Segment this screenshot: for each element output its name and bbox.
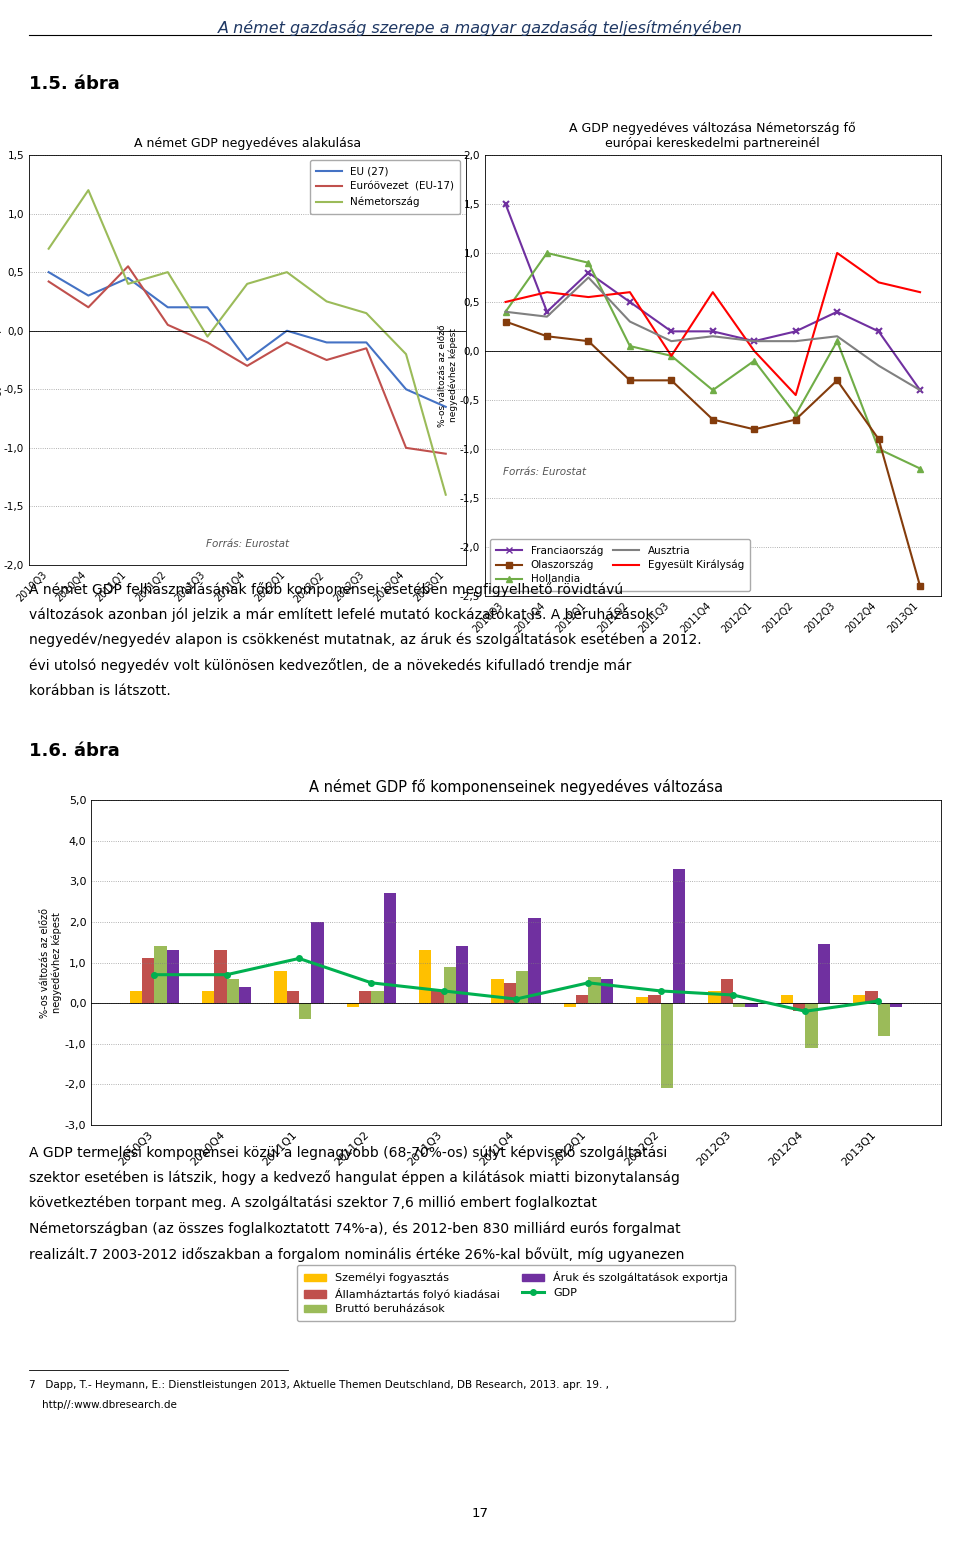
Bar xyxy=(420,950,431,1003)
Text: korábban is látszott.: korábban is látszott. xyxy=(29,684,171,698)
Bar xyxy=(780,995,793,1003)
Bar xyxy=(853,995,865,1003)
Bar xyxy=(456,946,468,1003)
Title: A német GDP negyedéves alakulása: A német GDP negyedéves alakulása xyxy=(133,136,361,150)
Bar xyxy=(444,967,456,1003)
Title: A GDP negyedéves változása Németország fő
európai kereskedelmi partnereinél: A GDP negyedéves változása Németország f… xyxy=(569,122,856,150)
Bar xyxy=(732,1003,745,1007)
Text: 1.6. ábra: 1.6. ábra xyxy=(29,742,120,760)
Y-axis label: %-os változás az előző
negyedévhez képest: %-os változás az előző negyedévhez képes… xyxy=(438,324,458,426)
Text: 1.5. ábra: 1.5. ábra xyxy=(29,76,120,93)
Text: http//:www.dbresearch.de: http//:www.dbresearch.de xyxy=(29,1400,177,1411)
Bar xyxy=(793,1003,805,1012)
Bar xyxy=(818,944,829,1003)
Bar xyxy=(721,978,732,1003)
Bar xyxy=(890,1003,902,1007)
Bar xyxy=(504,983,516,1003)
Bar xyxy=(359,990,372,1003)
Text: Forrás: Eurostat: Forrás: Eurostat xyxy=(503,467,587,477)
Text: változások azonban jól jelzik a már említett lefelé mutató kockázatokat is. A be: változások azonban jól jelzik a már emlí… xyxy=(29,607,654,623)
Text: 17: 17 xyxy=(471,1506,489,1520)
Bar xyxy=(601,978,612,1003)
Text: A német GDP felhasználásának főbb komponensei esetében megfigyelhető rövidtávú: A német GDP felhasználásának főbb kompon… xyxy=(29,582,623,596)
Y-axis label: %-os változás az előző
negyedévhez képest: %-os változás az előző negyedévhez képes… xyxy=(0,309,2,411)
Bar xyxy=(660,1003,673,1088)
Bar xyxy=(576,995,588,1003)
Y-axis label: %-os változás az előző
negyedévhez képest: %-os változás az előző negyedévhez képes… xyxy=(39,907,62,1018)
Bar xyxy=(865,990,877,1003)
Text: negyedév/negyedév alapon is csökkenést mutatnak, az áruk és szolgáltatások eseté: negyedév/negyedév alapon is csökkenést m… xyxy=(29,633,702,647)
Bar xyxy=(636,997,648,1003)
Legend: Személyi fogyasztás, Államháztartás folyó kiadásai, Bruttó beruházások, Áruk és : Személyi fogyasztás, Államháztartás foly… xyxy=(297,1265,735,1321)
Bar xyxy=(287,990,300,1003)
Text: Németországban (az összes foglalkoztatott 74%-a), és 2012-ben 830 milliárd eurós: Németországban (az összes foglalkoztatot… xyxy=(29,1222,681,1236)
Bar xyxy=(384,893,396,1003)
Bar xyxy=(214,950,227,1003)
Text: szektor esetében is látszik, hogy a kedvező hangulat éppen a kilátások miatti bi: szektor esetében is látszik, hogy a kedv… xyxy=(29,1171,680,1185)
Bar xyxy=(708,990,721,1003)
Title: A német GDP fő komponenseinek negyedéves változása: A német GDP fő komponenseinek negyedéves… xyxy=(309,779,723,794)
Bar xyxy=(673,868,685,1003)
Bar xyxy=(648,995,660,1003)
Bar xyxy=(564,1003,576,1007)
Text: következtében torpant meg. A szolgáltatási szektor 7,6 millió embert foglalkozta: következtében torpant meg. A szolgáltatá… xyxy=(29,1196,597,1210)
Text: Forrás: Eurostat: Forrás: Eurostat xyxy=(205,539,289,548)
Text: évi utolsó negyedév volt különösen kedvezőtlen, de a növekedés kifulladó trendje: évi utolsó negyedév volt különösen kedve… xyxy=(29,658,631,674)
Legend: EU (27), Euróövezet  (EU-17), Németország: EU (27), Euróövezet (EU-17), Németország xyxy=(309,161,461,213)
Bar xyxy=(347,1003,359,1007)
Bar xyxy=(588,976,601,1003)
Bar xyxy=(516,970,528,1003)
Bar xyxy=(372,990,384,1003)
Bar xyxy=(311,922,324,1003)
Legend: Franciaország, Olaszország, Hollandia, Ausztria, Egyesült Királyság: Franciaország, Olaszország, Hollandia, A… xyxy=(490,539,751,590)
Bar xyxy=(203,990,214,1003)
Bar xyxy=(275,970,287,1003)
Bar xyxy=(805,1003,818,1048)
Bar xyxy=(142,958,155,1003)
Bar xyxy=(167,950,179,1003)
Bar xyxy=(155,946,167,1003)
Bar xyxy=(227,978,239,1003)
Text: realizált.7 2003-2012 időszakban a forgalom nominális értéke 26%-kal bővült, míg: realizált.7 2003-2012 időszakban a forga… xyxy=(29,1247,684,1262)
Bar xyxy=(300,1003,311,1020)
Bar xyxy=(239,987,252,1003)
Text: 7   Dapp, T.- Heymann, E.: Dienstleistungen 2013, Aktuelle Themen Deutschland, D: 7 Dapp, T.- Heymann, E.: Dienstleistunge… xyxy=(29,1380,609,1390)
Bar xyxy=(431,990,444,1003)
Text: A német gazdaság szerepe a magyar gazdaság teljesítményében: A német gazdaság szerepe a magyar gazdas… xyxy=(218,20,742,36)
Bar xyxy=(130,990,142,1003)
Bar xyxy=(528,918,540,1003)
Bar xyxy=(745,1003,757,1007)
Text: A GDP termelési komponensei közül a legnagyobb (68-70%-os) súlyt képviselő szolg: A GDP termelési komponensei közül a legn… xyxy=(29,1145,667,1160)
Bar xyxy=(492,978,504,1003)
Bar xyxy=(877,1003,890,1035)
